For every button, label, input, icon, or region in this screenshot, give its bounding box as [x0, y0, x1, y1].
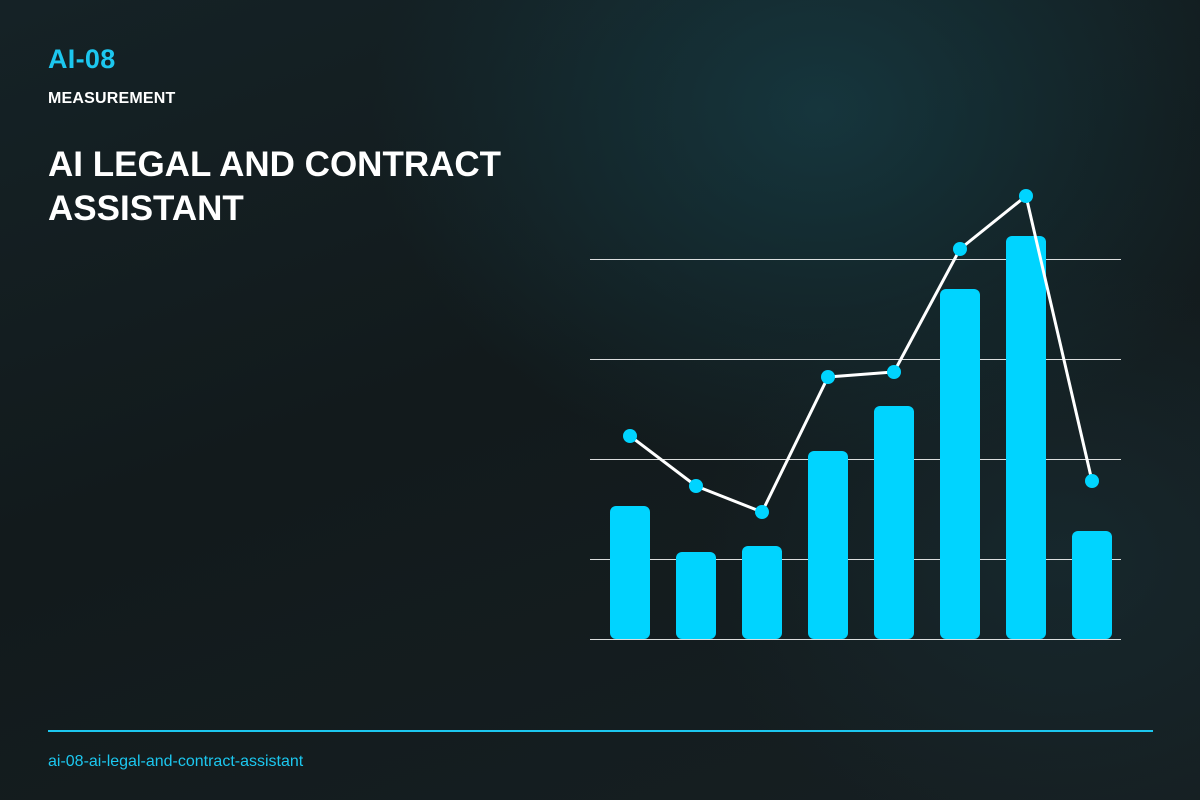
line-point: [887, 365, 901, 379]
series-line: [628, 194, 1094, 514]
bar: [1072, 531, 1112, 639]
footer-divider: [48, 730, 1153, 732]
bar: [874, 406, 914, 639]
line-layer: [628, 194, 1094, 514]
page-title: AI LEGAL AND CONTRACT ASSISTANT: [48, 145, 502, 228]
line-point: [1019, 189, 1033, 203]
bar: [610, 506, 650, 639]
slide-code: AI-08: [48, 44, 116, 74]
bar: [940, 289, 980, 639]
line-point: [689, 479, 703, 493]
slide-category: MEASUREMENT: [48, 90, 176, 107]
bar-layer: [610, 236, 1112, 639]
line-point: [1085, 474, 1099, 488]
point-layer: [623, 189, 1099, 519]
bar: [1006, 236, 1046, 639]
line-point: [953, 242, 967, 256]
bar: [676, 552, 716, 639]
footer-slug: ai-08-ai-legal-and-contract-assistant: [48, 753, 304, 770]
bar: [808, 451, 848, 639]
line-point: [755, 505, 769, 519]
line-point: [623, 429, 637, 443]
bar: [742, 546, 782, 639]
line-point: [821, 370, 835, 384]
